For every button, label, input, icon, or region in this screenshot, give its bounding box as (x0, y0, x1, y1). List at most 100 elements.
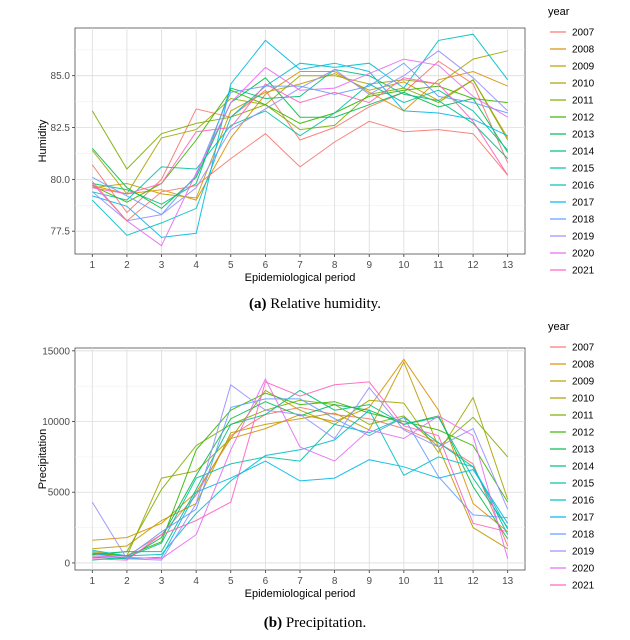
x-tick-label: 12 (468, 576, 480, 587)
x-tick-label: 7 (297, 576, 303, 587)
series-line-2021 (92, 381, 508, 561)
series-line-2011 (91, 79, 509, 170)
series-line-2015 (92, 83, 509, 201)
legend-label-2019: 2019 (572, 232, 595, 243)
x-axis-title: Epidemiological period (245, 588, 356, 600)
x-axis-title: Epidemiological period (245, 272, 356, 284)
legend-label-2016: 2016 (572, 496, 595, 507)
legend-title: year (548, 6, 570, 18)
legend-label-2012: 2012 (572, 113, 595, 124)
series-line-2014 (92, 68, 509, 205)
legend-label-2018: 2018 (572, 215, 595, 226)
series-line-extra (91, 120, 509, 222)
legend-label-2019: 2019 (572, 547, 595, 558)
legend-label-2013: 2013 (572, 445, 595, 456)
series-line-2012 (92, 392, 509, 557)
x-tick-label: 9 (366, 576, 372, 587)
x-tick-label: 1 (90, 260, 96, 271)
y-axis-title: Humidity (37, 119, 49, 162)
legend-label-2020: 2020 (572, 564, 595, 575)
x-tick-label: 4 (193, 260, 199, 271)
series-line-2008 (92, 70, 508, 201)
series-line-2010 (92, 389, 509, 557)
caption-text-a: Relative humidity. (270, 296, 381, 312)
legend-label-2018: 2018 (572, 530, 595, 541)
legend-label-2016: 2016 (572, 181, 595, 192)
x-tick-label: 4 (193, 576, 199, 587)
caption-text-b: Precipitation. (285, 615, 367, 631)
series-line-2016 (91, 33, 509, 236)
series-line-2019 (91, 383, 509, 561)
y-tick-label: 77.5 (51, 227, 71, 238)
x-tick-label: 5 (228, 576, 234, 587)
x-tick-label: 6 (263, 260, 269, 271)
series-line-2017 (92, 39, 508, 238)
series-line-2021 (92, 77, 509, 195)
legend-label-2010: 2010 (572, 394, 595, 405)
caption-tag-a: (a) (249, 296, 267, 312)
series-line-2020 (92, 377, 509, 560)
x-tick-label: 1 (90, 576, 96, 587)
legend-label-2010: 2010 (572, 79, 595, 90)
series-line-2016 (92, 409, 509, 557)
series-line-2017 (92, 459, 509, 560)
legend-label-2007: 2007 (572, 28, 595, 39)
legend-label-2017: 2017 (572, 513, 595, 524)
legend-label-2011: 2011 (572, 96, 594, 107)
x-tick-label: 7 (297, 260, 303, 271)
series-line-2013 (91, 77, 509, 210)
legend-label-2014: 2014 (572, 147, 595, 158)
legend-label-2009: 2009 (572, 377, 595, 388)
series-line-2020 (91, 58, 508, 247)
legend-label-2015: 2015 (572, 479, 595, 490)
x-tick-label: 10 (398, 576, 410, 587)
x-tick-label: 3 (159, 576, 165, 587)
x-tick-label: 13 (502, 576, 514, 587)
series-line-2014 (92, 389, 509, 555)
y-tick-label: 0 (64, 558, 70, 569)
x-tick-label: 11 (433, 260, 444, 271)
x-tick-label: 3 (159, 260, 165, 271)
x-tick-label: 12 (468, 260, 480, 271)
x-tick-label: 2 (124, 576, 130, 587)
legend-label-2012: 2012 (572, 428, 595, 439)
x-tick-label: 13 (502, 260, 514, 271)
precipitation-chart-panel: 0 5000 10000 15000 1 2 3 4 5 6 7 8 9 10 11 12 13 Epidemio… (0, 320, 630, 640)
humidity-chart: 77.580.082.585.01 2 3 4 5 6 7 8 9 10 11 12 13Epidemi… (37, 6, 595, 284)
precipitation-caption: (b) Precipitation. (0, 615, 630, 632)
caption-tag-b: (b) (263, 615, 283, 631)
x-tick-label: 6 (263, 576, 269, 587)
legend-label-2017: 2017 (572, 198, 595, 209)
x-tick-label: 2 (124, 260, 130, 271)
legend-label-2021: 2021 (572, 266, 595, 277)
series-line-2015 (92, 416, 509, 561)
legend-label-2013: 2013 (572, 130, 595, 141)
series-line-2007 (91, 60, 509, 214)
y-tick-label: 80.0 (51, 175, 71, 186)
x-tick-label: 11 (433, 576, 444, 587)
y-tick-label: 10000 (42, 417, 70, 428)
legend-label-2007: 2007 (572, 343, 595, 354)
y-tick-label: 5000 (48, 488, 71, 499)
y-axis-title: Precipitation (37, 429, 49, 490)
series-line-2019 (91, 50, 509, 222)
legend-label-2020: 2020 (572, 249, 595, 260)
x-tick-label: 9 (366, 260, 372, 271)
legend-label-2009: 2009 (572, 62, 595, 73)
legend-title: year (548, 321, 570, 333)
legend-label-2014: 2014 (572, 462, 595, 473)
x-tick-label: 10 (398, 260, 410, 271)
legend-label-2008: 2008 (572, 360, 595, 371)
x-tick-label: 5 (228, 260, 234, 271)
y-tick-label: 15000 (42, 346, 70, 357)
y-tick-label: 82.5 (51, 123, 71, 134)
y-tick-label: 85.0 (51, 71, 71, 82)
series-line-2018 (92, 398, 508, 558)
humidity-chart-panel: 77.5 80.0 82.5 85.0 1 2 3 4 5 6 7 8 9 10 11 12 13 Epidemi… (37, 6, 595, 284)
legend-label-2008: 2008 (572, 45, 595, 56)
humidity-caption: (a) Relative humidity. (0, 296, 630, 313)
x-tick-label: 8 (332, 576, 338, 587)
legend-label-2015: 2015 (572, 164, 595, 175)
legend-label-2011: 2011 (572, 411, 594, 422)
